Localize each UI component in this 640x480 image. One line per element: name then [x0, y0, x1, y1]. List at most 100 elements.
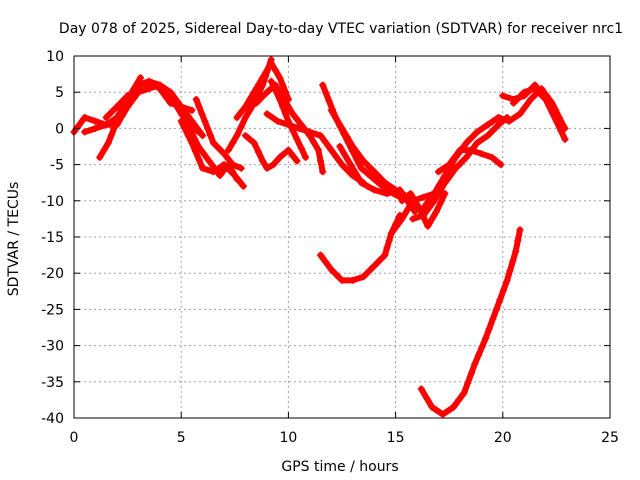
x-tick-label: 25: [601, 430, 619, 446]
data-point: [471, 360, 479, 368]
data-point: [497, 161, 505, 169]
data-point: [91, 124, 99, 132]
data-point: [276, 95, 284, 103]
data-point: [468, 133, 476, 141]
series-line: [242, 132, 300, 172]
data-point: [145, 85, 153, 93]
data-point: [492, 305, 500, 313]
data-point: [108, 108, 115, 116]
data-point: [167, 92, 174, 100]
data-point: [215, 144, 223, 152]
data-point: [91, 117, 99, 125]
data-point: [349, 143, 357, 150]
data-point: [269, 161, 277, 169]
data-point: [347, 161, 355, 169]
data-point: [284, 146, 292, 154]
data-point: [188, 106, 196, 114]
data-point: [317, 157, 325, 165]
data-point: [417, 385, 425, 393]
data-point: [199, 164, 207, 172]
data-point: [204, 124, 212, 132]
data-point: [276, 74, 284, 82]
data-point: [473, 128, 481, 136]
data-point: [403, 206, 411, 214]
data-point: [192, 147, 199, 155]
data-point: [242, 103, 249, 111]
series-track-07: [192, 95, 245, 172]
data-point: [432, 208, 440, 216]
chart-title: Day 078 of 2025, Sidereal Day-to-day VTE…: [59, 21, 623, 37]
data-point: [237, 164, 245, 172]
data-point: [104, 139, 112, 147]
data-point: [161, 86, 169, 94]
data-point: [364, 182, 372, 190]
data-point: [124, 92, 132, 100]
data-point: [201, 117, 209, 125]
data-point: [194, 143, 202, 150]
data-point: [322, 89, 330, 97]
data-point: [420, 193, 427, 201]
data-point: [505, 117, 513, 125]
data-point: [393, 222, 401, 230]
data-point: [478, 343, 486, 351]
data-point: [183, 115, 191, 123]
data-point: [252, 99, 260, 107]
data-point: [306, 128, 314, 136]
data-point: [233, 132, 241, 140]
data-point: [398, 215, 406, 223]
data-point: [75, 121, 83, 129]
data-point: [464, 379, 472, 387]
series-track-12: [263, 110, 367, 187]
data-point: [435, 168, 442, 176]
x-axis-title: GPS time / hours: [281, 459, 398, 475]
data-point: [515, 94, 523, 102]
data-point: [319, 81, 327, 89]
data-point: [200, 150, 208, 158]
x-tick-label: 5: [177, 430, 186, 446]
data-point: [322, 258, 330, 266]
data-point: [118, 97, 126, 105]
data-point: [398, 197, 406, 205]
series-track-22: [435, 146, 505, 176]
data-point: [289, 110, 297, 118]
data-point: [289, 152, 297, 160]
data-point: [297, 144, 305, 152]
data-point: [191, 135, 199, 143]
data-point: [549, 110, 557, 118]
data-point: [473, 139, 481, 147]
data-point: [489, 315, 497, 323]
data-point: [542, 95, 550, 103]
data-point: [557, 126, 565, 134]
data-point: [317, 251, 325, 259]
y-tick-label: -10: [41, 194, 64, 210]
data-point: [113, 103, 121, 111]
data-point: [352, 170, 360, 178]
data-point: [259, 74, 267, 82]
y-tick-label: -35: [41, 375, 64, 391]
data-point: [145, 77, 153, 85]
data-point: [545, 103, 553, 111]
data-point: [207, 132, 214, 140]
data-point: [117, 108, 125, 116]
data-point: [512, 248, 520, 255]
data-point: [187, 128, 195, 136]
data-point: [327, 266, 335, 274]
data-point: [205, 157, 213, 165]
y-tick-label: -30: [41, 339, 64, 355]
data-point: [177, 110, 185, 118]
data-point: [333, 271, 341, 279]
data-point: [445, 161, 453, 169]
data-point: [110, 124, 118, 132]
data-point: [376, 257, 383, 264]
y-tick-label: -25: [41, 302, 64, 318]
data-point: [475, 351, 482, 359]
data-point: [267, 77, 275, 85]
data-point: [216, 172, 224, 179]
data-point: [233, 175, 241, 183]
series-track-09: [233, 59, 292, 121]
data-point: [156, 81, 164, 89]
data-point: [462, 139, 470, 147]
data-point: [195, 103, 203, 111]
data-point: [357, 179, 365, 187]
data-point: [354, 150, 362, 158]
